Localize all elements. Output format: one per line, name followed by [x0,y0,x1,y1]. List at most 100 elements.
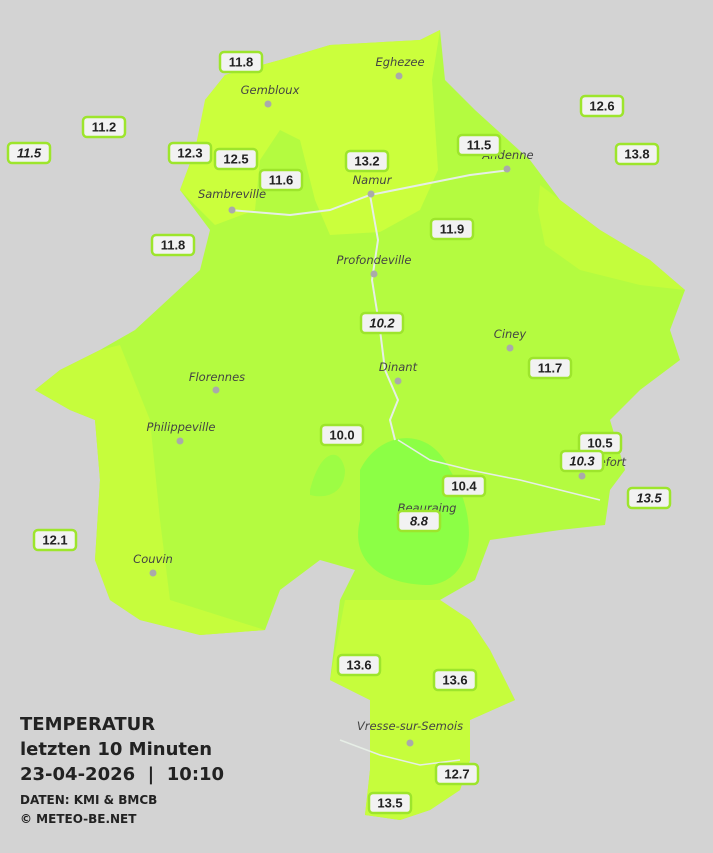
legend-subtitle: letzten 10 Minuten [20,739,212,760]
station: 11.5 [6,141,52,165]
city-dot [367,190,375,198]
station-box [213,147,259,171]
station-box [319,423,365,447]
city-label: Couvin [133,552,173,566]
city-label: Florennes [189,370,245,384]
legend-copyright: © METEO-BE.NET [20,812,137,826]
city-dot [212,386,220,394]
station: 13.5 [367,791,413,815]
station: 13.2 [344,149,390,173]
legend-title: TEMPERATUR [20,714,155,735]
station-value: 12.3 [177,146,202,161]
station-box [359,311,405,335]
station-value: 11.8 [229,55,254,70]
station: 8.8 [396,509,442,533]
station-box [396,509,442,533]
station: 12.7 [434,762,480,786]
station-value: 10.2 [369,316,395,331]
station-box [456,133,502,157]
city-dot [176,437,184,445]
station-value: 11.5 [17,146,42,161]
station-box [559,449,605,473]
station-value: 13.5 [377,796,402,811]
station-value: 13.8 [624,147,649,162]
station-value: 13.5 [636,491,662,506]
warm-zone-west [35,345,265,635]
station: 11.5 [456,133,502,157]
station-value: 12.7 [444,767,469,782]
city-label: Sambreville [198,187,266,201]
station: 13.5 [626,486,672,510]
station-box [434,762,480,786]
city-label: Dinant [379,360,418,374]
station-value: 10.4 [451,479,477,494]
station-box [32,528,78,552]
cool-zone-west [310,454,345,497]
city-dot [406,739,414,747]
city-dot [506,344,514,352]
station-box [6,141,52,165]
station-box [441,474,487,498]
station: 11.7 [527,356,573,380]
station-box [167,141,213,165]
city-label: Gembloux [241,83,300,97]
station-box [614,142,660,166]
station: 13.6 [432,668,478,692]
station-box [150,233,196,257]
station-value: 11.9 [440,222,465,237]
station-value: 11.8 [161,238,186,253]
cities: EghezeeGemblouxAndenneNamurSambrevillePr… [133,55,627,747]
station: 11.9 [429,217,475,241]
station-box [367,791,413,815]
city-dot [228,206,236,214]
city-dot [394,377,402,385]
station-value: 12.6 [589,99,614,114]
station-value: 12.1 [42,533,67,548]
station: 11.8 [150,233,196,257]
station: 11.6 [258,168,304,192]
city-dot [264,100,272,108]
stations: 11.8 11.2 11.5 12.3 12.5 11.6 13.2 11.5 12.6 13.8… [6,50,672,815]
station-value: 10.3 [569,454,595,469]
station: 12.1 [32,528,78,552]
station-value: 13.2 [354,154,379,169]
city-label: Vresse-sur-Semois [357,719,463,733]
station: 10.3 [559,449,605,473]
city-label: Namur [353,173,393,187]
station-value: 10.5 [587,436,612,451]
station-value: 11.6 [269,173,294,188]
station: 10.2 [359,311,405,335]
city-dot [149,569,157,577]
station: 12.3 [167,141,213,165]
station-value: 12.5 [223,152,248,167]
legend: TEMPERATUR letzten 10 Minuten 23-04-2026… [20,714,224,826]
station-value: 13.6 [442,673,467,688]
legend-timestamp: 23-04-2026 | 10:10 [20,764,224,785]
river-lesse [397,439,601,501]
station-box [527,356,573,380]
city-dot [370,270,378,278]
station: 10.0 [319,423,365,447]
station-value: 8.8 [410,514,429,529]
station-value: 13.6 [346,658,371,673]
city-dot [503,165,511,173]
warm-zone-north [180,30,440,235]
station-box [336,653,382,677]
city-label: Profondeville [337,253,412,267]
city-dot [395,72,403,80]
station-box [344,149,390,173]
station: 11.2 [81,115,127,139]
station-box [429,217,475,241]
station: 12.6 [579,94,625,118]
station-box [432,668,478,692]
warm-zone-east [538,185,685,290]
station-box [579,94,625,118]
city-label: Eghezee [375,55,424,69]
station-value: 11.5 [467,138,492,153]
station: 13.6 [336,653,382,677]
station: 13.8 [614,142,660,166]
station: 11.8 [218,50,264,74]
station: 10.4 [441,474,487,498]
river-semois [339,739,461,766]
